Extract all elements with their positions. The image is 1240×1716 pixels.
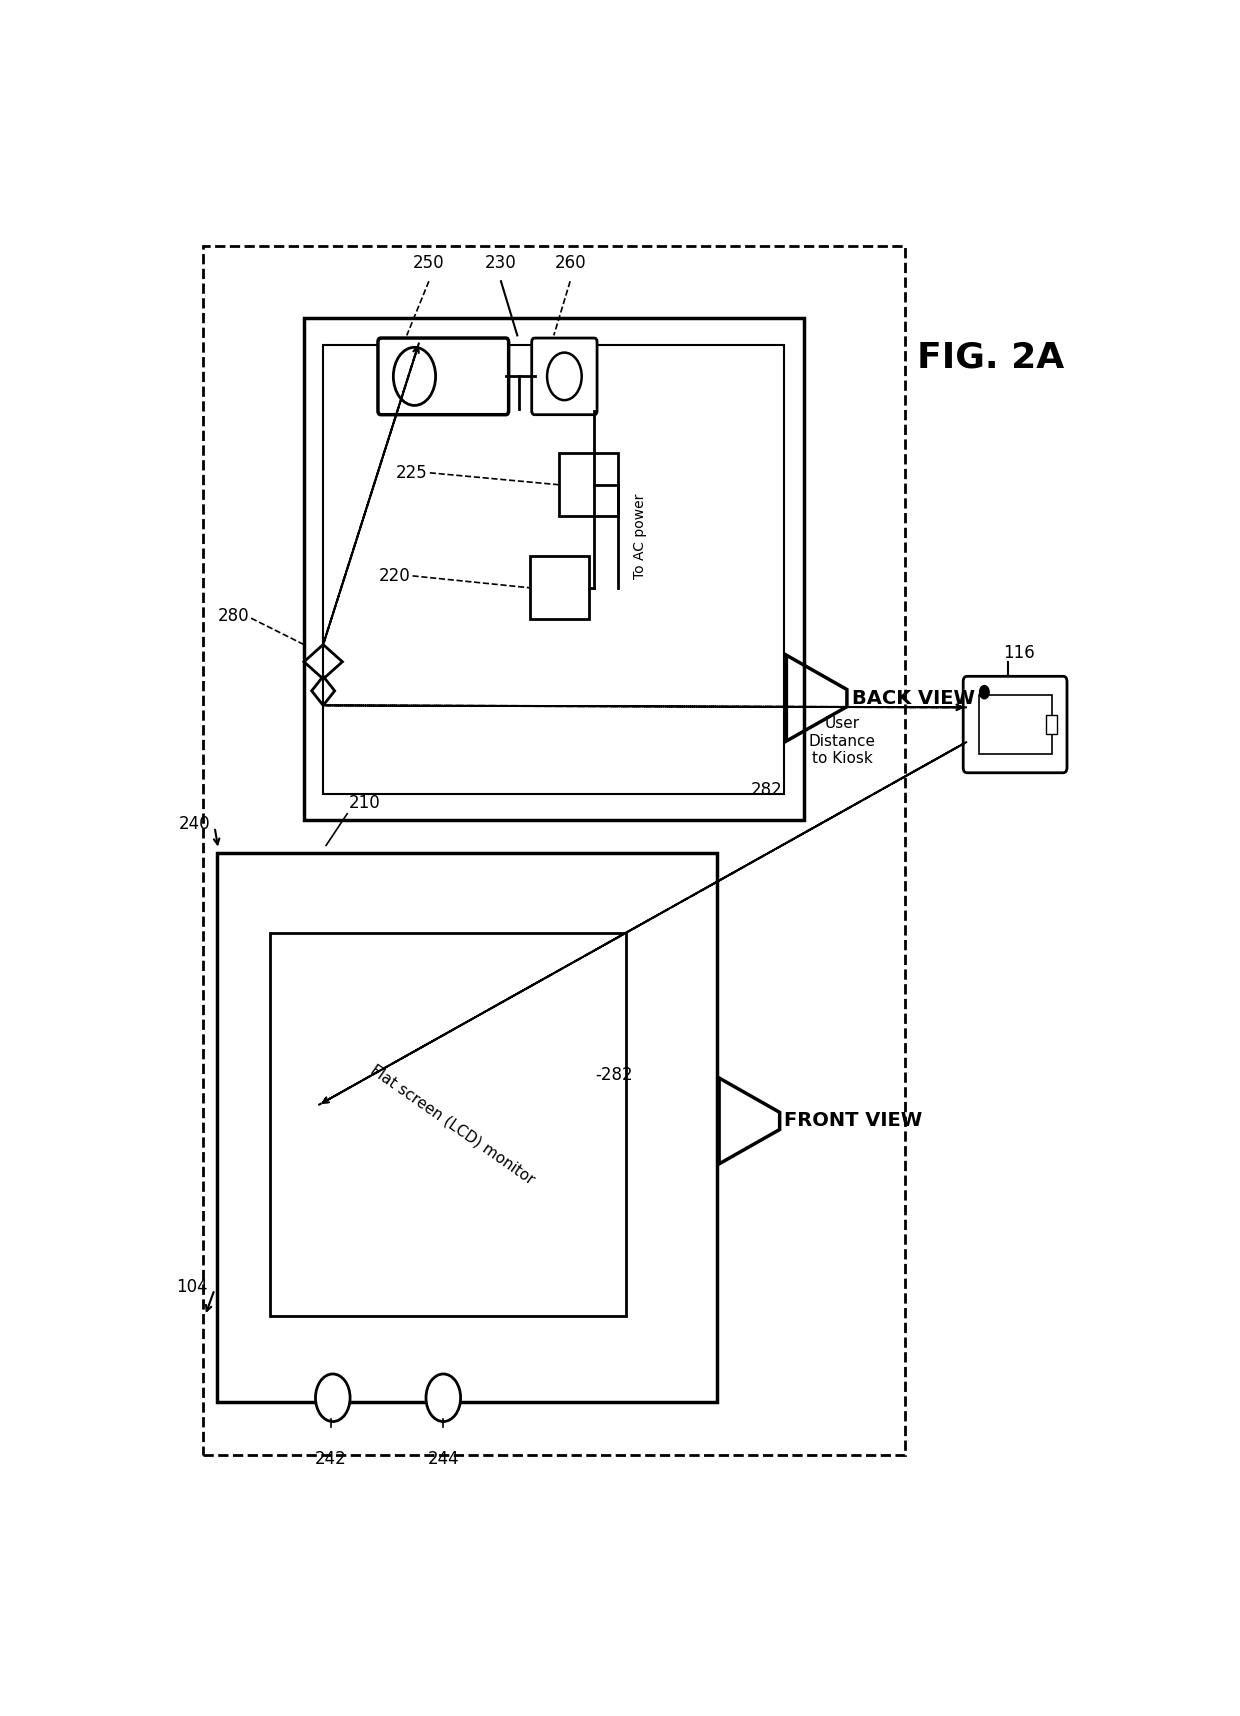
Text: BACK VIEW: BACK VIEW — [852, 688, 975, 707]
Bar — [217, 853, 717, 1402]
Bar — [304, 317, 804, 820]
Circle shape — [547, 352, 582, 400]
Text: 225: 225 — [396, 463, 428, 482]
Text: FIG. 2A: FIG. 2A — [918, 341, 1065, 374]
Circle shape — [427, 1375, 460, 1421]
Text: -282: -282 — [595, 1066, 632, 1085]
Text: 282: 282 — [751, 781, 782, 800]
Text: FRONT VIEW: FRONT VIEW — [785, 1112, 923, 1131]
Circle shape — [315, 1375, 350, 1421]
Bar — [270, 934, 626, 1316]
Bar — [1045, 716, 1058, 734]
Bar — [324, 345, 785, 795]
Text: User
Distance
to Kiosk: User Distance to Kiosk — [808, 716, 875, 765]
Bar — [978, 695, 1052, 755]
Text: 280: 280 — [217, 606, 249, 625]
Text: 104: 104 — [176, 1278, 208, 1296]
Text: Flat screen (LCD) monitor: Flat screen (LCD) monitor — [368, 1062, 538, 1187]
Text: To AC power: To AC power — [634, 494, 647, 578]
Text: 220: 220 — [379, 566, 410, 585]
Bar — [558, 453, 619, 517]
Bar — [203, 245, 904, 1455]
Circle shape — [980, 686, 990, 698]
FancyBboxPatch shape — [378, 338, 508, 415]
Text: 242: 242 — [315, 1450, 347, 1467]
Text: 240: 240 — [179, 815, 211, 834]
Text: 210: 210 — [350, 795, 381, 812]
Text: 116: 116 — [1003, 644, 1035, 662]
Text: 260: 260 — [554, 254, 587, 271]
Text: 230: 230 — [485, 254, 517, 271]
Circle shape — [393, 347, 435, 405]
Text: 244: 244 — [428, 1450, 459, 1467]
FancyBboxPatch shape — [532, 338, 596, 415]
Text: 250: 250 — [413, 254, 445, 271]
Bar — [529, 556, 589, 619]
FancyBboxPatch shape — [963, 676, 1066, 772]
